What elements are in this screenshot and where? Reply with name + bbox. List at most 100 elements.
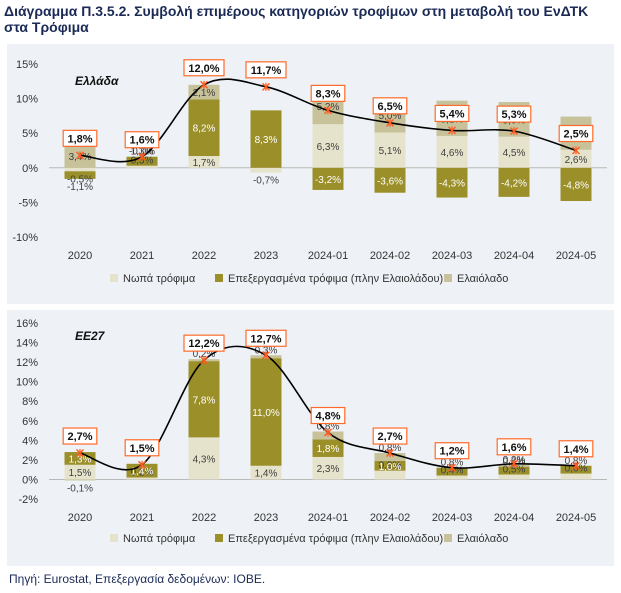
total-marker [510, 127, 518, 136]
total-label: 6,5% [377, 101, 402, 113]
bar-processed [374, 460, 406, 471]
legend-swatch-oil [444, 274, 452, 282]
total-label-box [434, 442, 470, 460]
bar-fresh [560, 473, 592, 480]
y-tick-label: 8% [22, 396, 38, 408]
data-label-fresh: 1,7% [193, 158, 216, 169]
total-marker [200, 356, 208, 365]
x-tick-label: 2024-02 [370, 250, 410, 262]
total-label: 11,7% [251, 65, 282, 77]
data-label-processed: 8,2% [193, 124, 216, 135]
chart-greece: -10%-5%0%5%10%15%-0,5%-1,1%3,4% 0,3%1,3%-… [12, 59, 607, 285]
bar-processed [312, 439, 344, 457]
source-note: Πηγή: Eurostat, Επεξεργασία δεδομένων: Ι… [9, 572, 266, 586]
data-label-processed: 1,3% [69, 454, 92, 465]
bar-fresh [560, 149, 592, 168]
total-marker [572, 146, 580, 155]
total-label-box [124, 439, 160, 457]
legend-swatch-fresh [110, 534, 118, 542]
total-label-box [372, 427, 408, 445]
x-tick-label: 2024-03 [432, 512, 472, 524]
data-label-oil: 0,2% [193, 349, 216, 360]
total-label: 1,2% [439, 446, 464, 458]
bar-fresh [188, 156, 220, 168]
data-label-oil: -0,1% [67, 483, 93, 494]
bar-processed [436, 167, 468, 198]
total-label-box [496, 438, 532, 456]
total-label: 1,6% [129, 135, 154, 147]
x-tick-label: 2024-02 [370, 512, 410, 524]
total-marker [448, 126, 456, 135]
total-marker [324, 428, 332, 437]
y-tick-label: 5% [22, 128, 38, 140]
x-tick-label: 2024-04 [494, 250, 534, 262]
data-label-processed: 1,3% [131, 147, 154, 158]
bar-processed [250, 358, 282, 466]
data-label-processed: 1,4% [131, 467, 154, 478]
bar-processed [498, 167, 530, 197]
data-label-fresh: 4,3% [193, 454, 216, 465]
data-label-oil: 2,1% [193, 88, 216, 99]
total-label-box [245, 329, 287, 347]
data-label-fresh: 2,6% [565, 155, 588, 166]
data-label-processed: -3,2% [315, 175, 341, 186]
data-label-fresh: -0,7% [253, 176, 279, 187]
bar-fresh [312, 456, 344, 480]
data-label-fresh: 0,9% [379, 461, 402, 472]
data-label-oil: 0,8% [317, 422, 340, 433]
total-label: 5,4% [439, 108, 464, 120]
legend-swatch-oil [444, 534, 452, 542]
total-marker [572, 461, 580, 470]
bar-fresh [188, 437, 220, 480]
bar-fresh [436, 135, 468, 168]
total-label-box [310, 84, 346, 102]
total-marker [262, 82, 270, 91]
legend-swatch-processed [215, 534, 223, 542]
total-label: 12,7% [250, 333, 281, 345]
legend-swatch-fresh [110, 274, 118, 282]
data-label-fresh: 4,6% [441, 148, 464, 159]
x-tick-label: 2020 [68, 250, 92, 262]
total-label-box [62, 427, 98, 445]
legend-label-processed: Επεξεργασμένα τρόφιμα (πλην Ελαιολάδου) [228, 533, 443, 545]
legend-swatch-processed [215, 274, 223, 282]
x-tick-label: 2022 [192, 512, 216, 524]
chart-title: Διάγραμμα Π.3.5.2. Συμβολή επιμέρους κατ… [4, 3, 589, 35]
total-label-box [558, 440, 594, 458]
bar-fresh [498, 136, 530, 168]
bar-processed [64, 171, 96, 179]
data-label-fresh: 1,5% [69, 468, 92, 479]
data-label-oil: 5,0% [379, 111, 402, 122]
total-label-box [62, 129, 98, 147]
bar-processed [188, 99, 220, 157]
data-label-fresh: 5,1% [379, 146, 402, 157]
data-label-fresh: 6,3% [317, 142, 340, 153]
total-marker [386, 449, 394, 458]
y-tick-label: 16% [16, 318, 38, 330]
x-tick-label: 2024-04 [494, 512, 534, 524]
chart-panel-greece: -10% -5% 0% 5% 10% 15% -0,5% -1,1% 3,4% 0,3% 1,3% -… [7, 44, 614, 304]
bar-processed [126, 463, 158, 478]
y-tick-label: 10% [16, 377, 38, 389]
total-marker [76, 449, 84, 458]
total-marker [510, 459, 518, 468]
y-tick-label: 10% [16, 94, 38, 106]
total-marker [262, 351, 270, 360]
y-tick-label: 14% [16, 338, 38, 350]
total-marker [200, 80, 208, 89]
data-label-processed: -4,8% [563, 180, 589, 191]
y-tick-label: -5% [18, 197, 38, 209]
data-label-processed: 1,8% [317, 444, 340, 455]
bar-processed [560, 167, 592, 202]
bar-fresh [374, 132, 406, 168]
bar-fresh [250, 167, 282, 173]
bar-fresh [64, 464, 96, 480]
total-label: 1,6% [501, 442, 526, 454]
bar-fresh [498, 474, 530, 480]
bar-oil [64, 479, 96, 481]
x-tick-label: 2024-01 [308, 250, 348, 262]
data-label-fresh: 1,4% [255, 469, 278, 480]
total-label: 12,0% [188, 63, 219, 75]
data-label-fresh: 4,5% [503, 148, 526, 159]
total-label-box [124, 131, 160, 149]
